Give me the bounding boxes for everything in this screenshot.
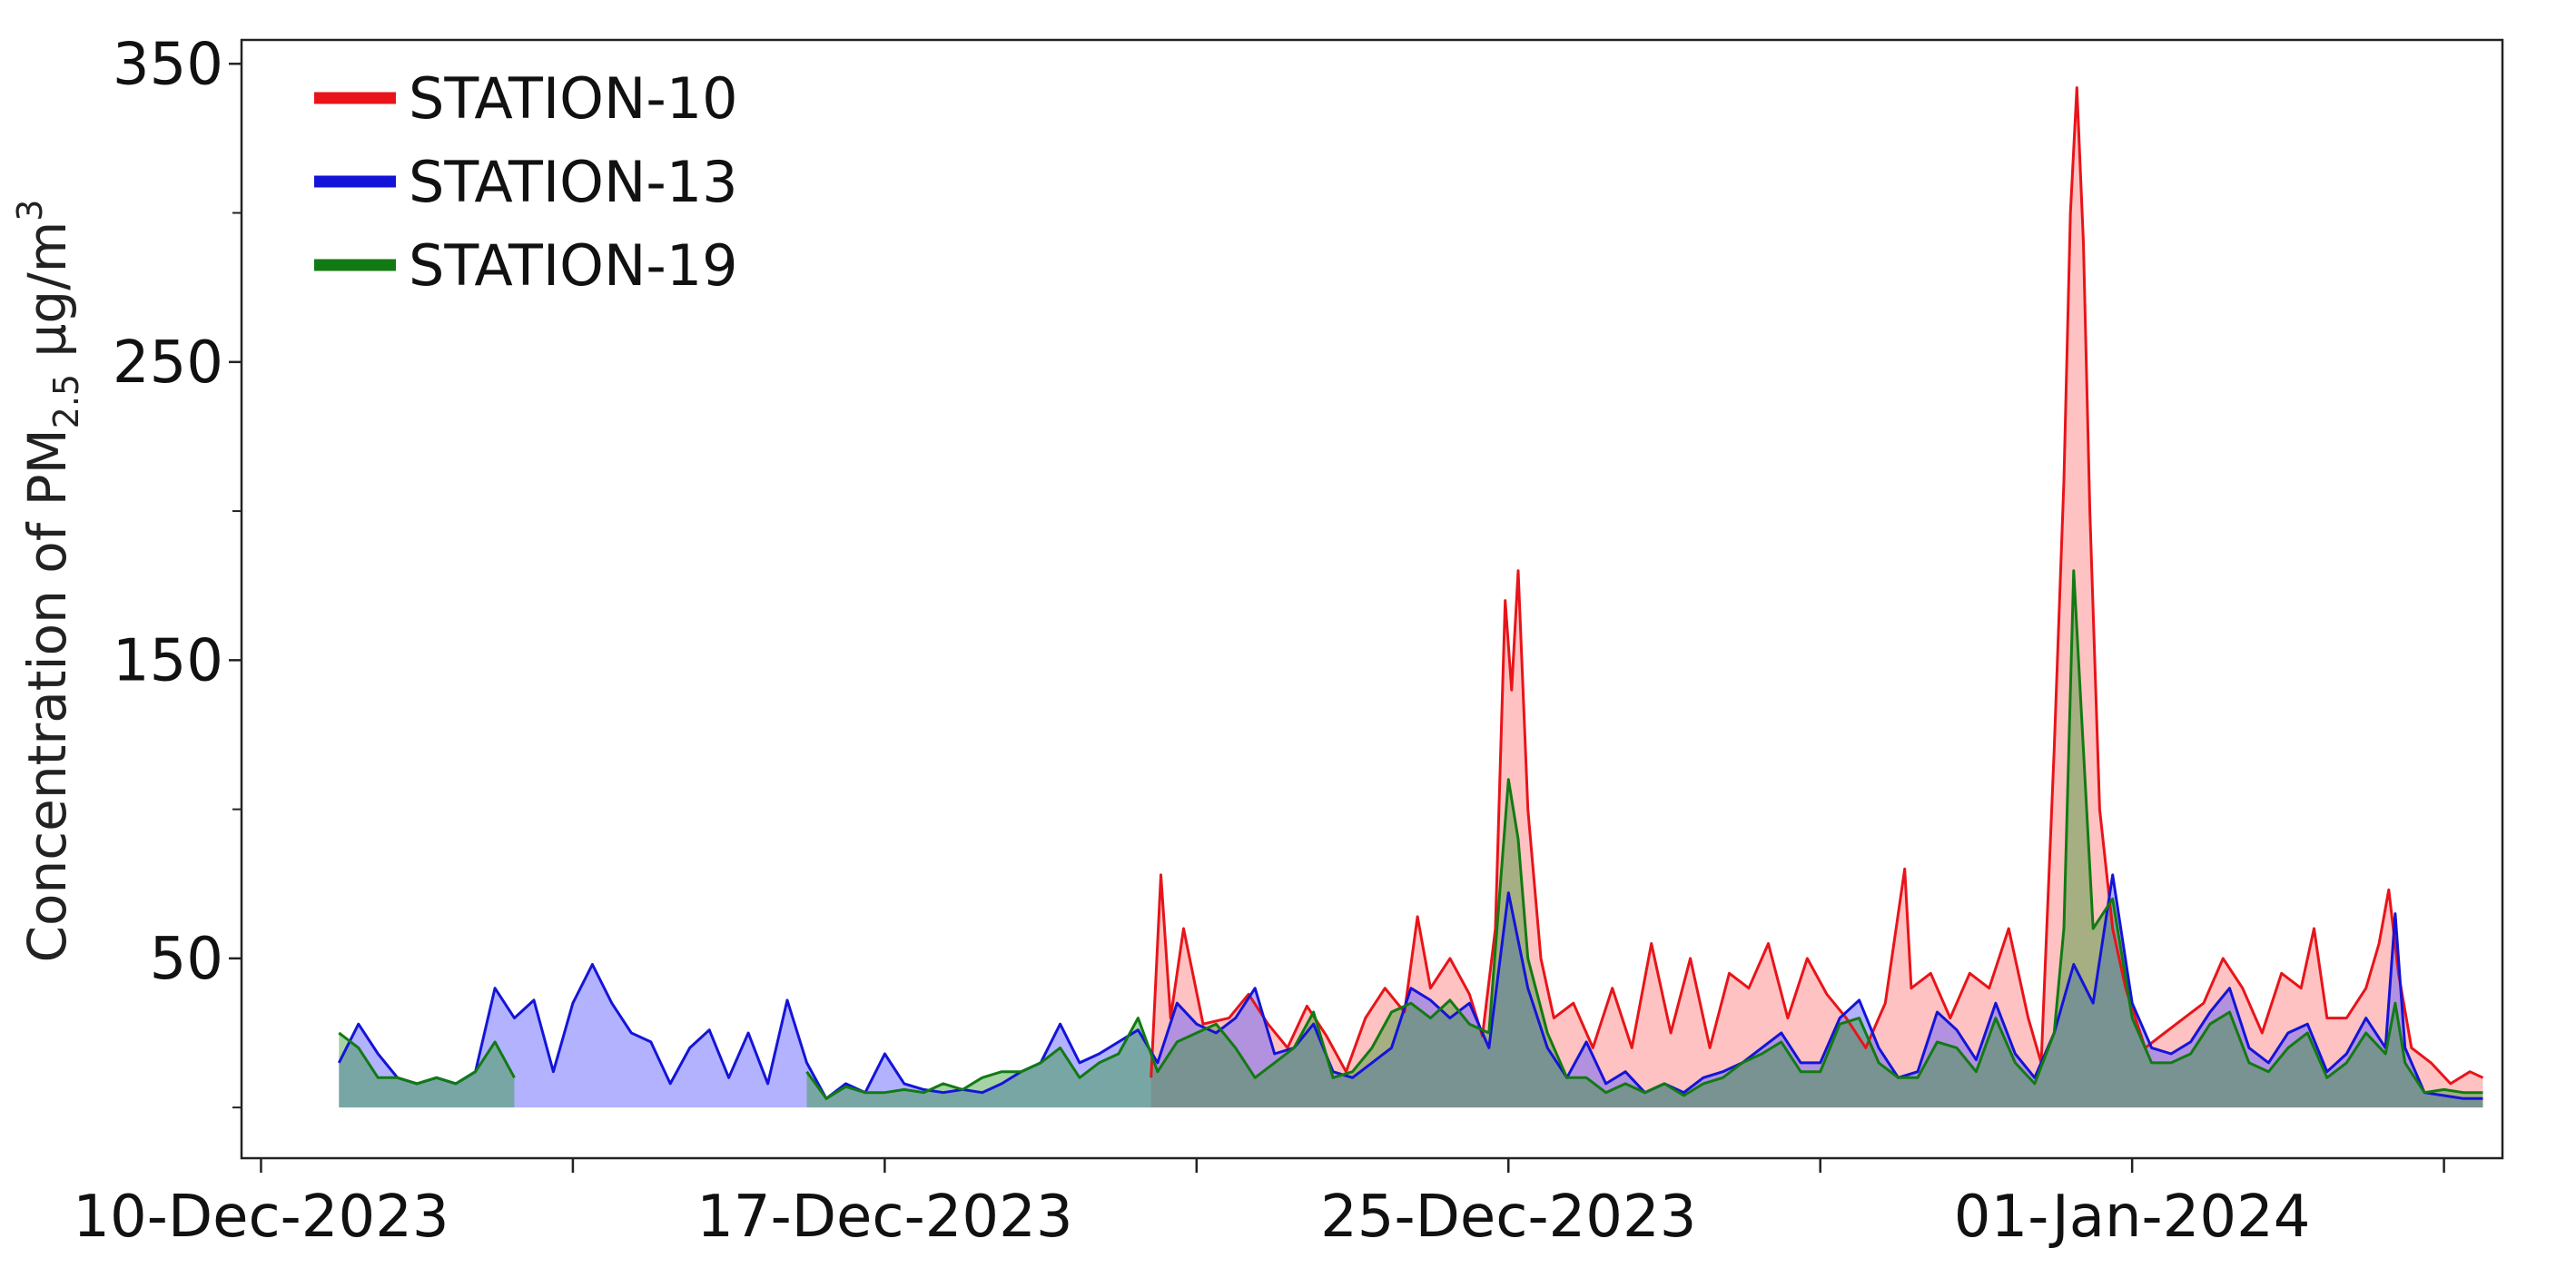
x-tick-label-3: 17-Dec-2023: [696, 1184, 1072, 1251]
legend-label-2: STATION-13: [409, 149, 738, 215]
series-lines: [337, 86, 2484, 1100]
series-line-3-segment-2: [805, 569, 2483, 1100]
series-area-3-segment-1: [339, 1033, 515, 1108]
legend-label-3: STATION-19: [409, 232, 738, 299]
y-axis-label-subscript: 2.5: [46, 374, 86, 428]
x-tick-label-1: 10-Dec-2023: [73, 1184, 449, 1251]
series-area-3-segment-2: [806, 570, 2483, 1108]
y-axis: 350 250 150 50: [113, 31, 242, 1109]
y-axis-label-main: Concentration of PM: [16, 428, 78, 962]
y-tick-label-350: 350: [113, 31, 223, 98]
series-area-1-segment-1: [1150, 87, 2483, 1108]
legend: STATION-10 STATION-13 STATION-19: [314, 65, 738, 299]
series-line-1-segment-1: [1150, 86, 2484, 1086]
series-line-3-segment-1: [338, 1031, 516, 1086]
x-axis: 10-Dec-2023 17-Dec-2023 25-Dec-2023 01-Jan-…: [73, 1158, 2445, 1251]
y-axis-label-superscript: 3: [10, 200, 50, 221]
legend-label-1: STATION-10: [409, 65, 738, 132]
y-tick-label-150: 150: [113, 627, 223, 694]
y-axis-label-unit: µg/m: [16, 221, 78, 374]
series-line-2-segment-1: [337, 873, 2483, 1100]
plot-frame: [240, 38, 2504, 1160]
x-tick-label-5: 25-Dec-2023: [1320, 1184, 1696, 1251]
y-tick-label-50: 50: [150, 926, 223, 993]
y-tick-label-250: 250: [113, 329, 223, 397]
x-tick-label-7: 01-Jan-2024: [1954, 1184, 2311, 1251]
y-axis-label: Concentration of PM2.5 µg/m3: [10, 200, 86, 963]
